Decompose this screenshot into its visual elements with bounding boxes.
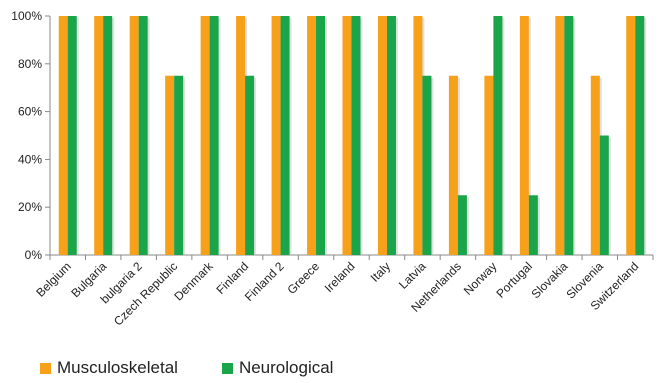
legend: Musculoskeletal Neurological: [40, 358, 333, 378]
x-tick-label: Slovakia: [528, 259, 570, 301]
bar-neurological: [386, 16, 396, 255]
bar-neurological: [599, 135, 609, 255]
y-tick-label: 0%: [25, 248, 43, 262]
y-tick-label: 60%: [18, 105, 42, 119]
bar-musculoskeletal: [94, 16, 104, 255]
bar-neurological: [422, 75, 432, 255]
y-tick-label: 100%: [11, 9, 42, 23]
legend-label-musculoskeletal: Musculoskeletal: [57, 358, 178, 377]
bar-musculoskeletal: [626, 16, 636, 255]
y-tick-label: 20%: [18, 200, 42, 214]
bar-neurological: [457, 195, 467, 255]
x-tick-label: Portugal: [493, 259, 535, 301]
x-tick-label: Italy: [368, 259, 393, 284]
bar-musculoskeletal: [58, 16, 68, 255]
bar-neurological: [316, 16, 326, 255]
bar-neurological: [67, 16, 77, 255]
bar-musculoskeletal: [519, 16, 529, 255]
bar-musculoskeletal: [236, 16, 246, 255]
bar-neurological: [635, 16, 645, 255]
x-tick-label: Belgium: [33, 259, 74, 300]
bar-neurological: [174, 75, 184, 255]
bar-musculoskeletal: [484, 75, 494, 255]
bar-musculoskeletal: [129, 16, 139, 255]
bar-neurological: [209, 16, 219, 255]
bar-neurological: [528, 195, 538, 255]
bar-neurological: [493, 16, 503, 255]
x-tick-label: Ireland: [322, 259, 358, 295]
x-tick-label: Czech Republic: [111, 259, 180, 328]
bar-musculoskeletal: [271, 16, 281, 255]
bar-musculoskeletal: [555, 16, 565, 255]
x-tick-label: Denmark: [171, 259, 216, 304]
bar-musculoskeletal: [165, 75, 175, 255]
bar-neurological: [103, 16, 113, 255]
y-tick-label: 40%: [18, 152, 42, 166]
bar-neurological: [351, 16, 361, 255]
bar-musculoskeletal: [307, 16, 317, 255]
bar-musculoskeletal: [342, 16, 352, 255]
bar-neurological: [280, 16, 290, 255]
bar-musculoskeletal: [448, 75, 458, 255]
legend-swatch-musculoskeletal: [40, 362, 51, 374]
legend-label-neurological: Neurological: [238, 358, 334, 377]
legend-item-musculoskeletal: Musculoskeletal: [40, 358, 178, 378]
legend-item-neurological: Neurological: [221, 358, 334, 378]
legend-swatch-neurological: [221, 362, 233, 374]
bar-neurological: [564, 16, 574, 255]
x-tick-label: Greece: [284, 259, 322, 297]
x-tick-label: Finland 2: [242, 259, 287, 304]
bar-musculoskeletal: [413, 16, 423, 255]
bar-musculoskeletal: [200, 16, 210, 255]
bar-musculoskeletal: [590, 75, 600, 255]
bar-musculoskeletal: [377, 16, 387, 255]
bar-neurological: [245, 75, 255, 255]
y-tick-label: 80%: [18, 57, 42, 71]
x-tick-label: Latvia: [396, 259, 429, 292]
bar-neurological: [138, 16, 148, 255]
